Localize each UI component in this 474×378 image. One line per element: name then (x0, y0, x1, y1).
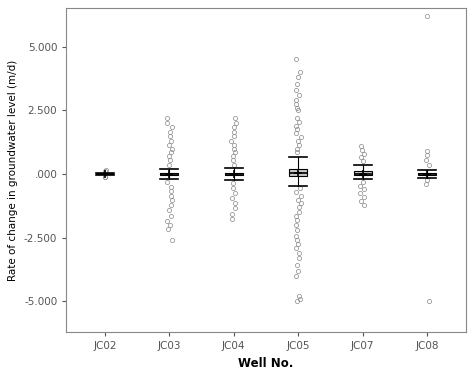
Bar (160, 173, 178, 175)
Bar (354, 172, 372, 175)
Y-axis label: Rate of change in groundwater level (m/d): Rate of change in groundwater level (m/d… (9, 60, 18, 281)
Bar (225, 173, 243, 175)
X-axis label: Well No.: Well No. (238, 357, 294, 370)
Bar (289, 169, 307, 176)
Bar (418, 173, 436, 175)
